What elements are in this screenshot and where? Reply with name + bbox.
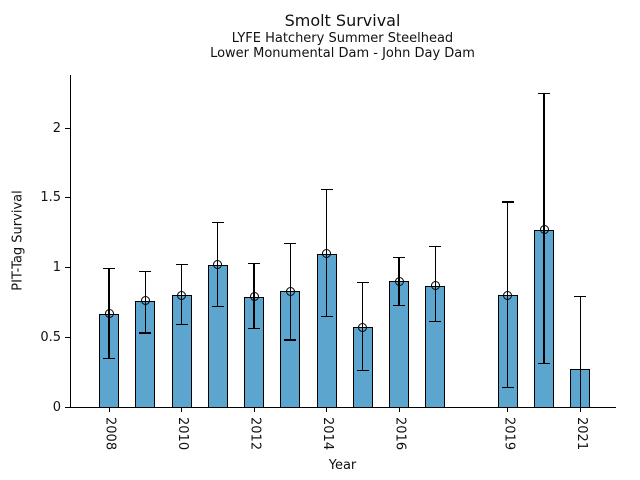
y-tick-mark	[65, 406, 70, 408]
x-tick-mark	[398, 407, 400, 412]
error-cap-bottom-2014	[320, 315, 333, 317]
error-cap-bottom-2017	[429, 321, 442, 323]
x-tick-label: 2012	[247, 417, 263, 451]
error-cap-bottom-2015	[356, 370, 369, 372]
error-cap-top-2021	[574, 296, 587, 298]
y-tick-label: 0.5	[40, 329, 61, 345]
point-marker-2008	[104, 309, 114, 319]
y-tick-label: 0	[52, 399, 61, 415]
y-tick-label: 1.5	[40, 190, 61, 206]
x-tick-label: 2010	[175, 417, 190, 451]
point-marker-2015	[358, 322, 368, 332]
x-tick-mark	[579, 407, 581, 412]
error-bar-2021	[579, 296, 581, 407]
x-axis-label: Year	[328, 458, 357, 473]
error-cap-bottom-2011	[211, 305, 224, 308]
chart-subtitle-1: LYFE Hatchery Summer Steelhead	[231, 31, 454, 46]
point-marker-2009	[140, 296, 150, 306]
error-cap-top-2013	[284, 243, 297, 245]
error-cap-bottom-2019	[501, 386, 514, 389]
point-marker-2019	[503, 290, 513, 300]
plot-area: 0 0.5 1 1.5 2 2008 2010 2012 2014 2016 2019 2021	[40, 75, 616, 450]
error-cap-top-2019	[501, 201, 514, 203]
x-tick-mark	[108, 407, 110, 412]
point-marker-2011	[213, 260, 223, 270]
error-cap-bottom-2020	[538, 363, 550, 365]
x-tick-mark	[507, 407, 509, 412]
error-cap-top-2010	[175, 264, 188, 266]
point-marker-2012	[249, 292, 259, 302]
error-cap-top-2009	[139, 271, 152, 273]
chart-title: Smolt Survival	[284, 11, 401, 30]
x-tick-mark	[181, 407, 182, 412]
y-tick-mark	[65, 197, 70, 199]
error-cap-top-2011	[211, 222, 224, 224]
error-cap-bottom-2016	[393, 304, 405, 306]
error-cap-bottom-2013	[284, 339, 297, 341]
error-cap-top-2020	[538, 92, 550, 94]
point-marker-2010	[177, 290, 186, 300]
error-cap-bottom-2010	[175, 324, 188, 326]
error-cap-bottom-2009	[139, 332, 152, 334]
error-cap-top-2017	[429, 245, 442, 248]
point-marker-2014	[322, 249, 331, 259]
point-marker-2017	[430, 281, 440, 291]
y-tick-mark	[65, 336, 70, 338]
error-cap-top-2016	[393, 257, 405, 259]
y-tick-label: 1	[52, 260, 61, 275]
point-marker-2013	[285, 286, 295, 296]
x-tick-mark	[326, 407, 327, 412]
x-tick-mark	[253, 407, 255, 412]
x-tick-label: 2021	[573, 417, 589, 451]
point-marker-2020	[539, 225, 549, 235]
x-tick-label: 2019	[501, 417, 517, 451]
error-cap-top-2012	[248, 262, 260, 264]
y-tick-label: 2	[52, 120, 61, 136]
point-marker-2016	[394, 276, 404, 286]
chart-subtitle-2: Lower Monumental Dam - John Day Dam	[210, 46, 475, 61]
chart-header: Smolt Survival LYFE Hatchery Summer Stee…	[70, 10, 615, 61]
x-tick-label: 2014	[320, 417, 335, 451]
error-cap-top-2008	[103, 268, 115, 270]
y-tick-mark	[65, 127, 70, 129]
x-tick-label: 2016	[392, 417, 408, 451]
x-tick-label: 2008	[102, 417, 118, 451]
error-cap-bottom-2008	[103, 357, 115, 359]
error-cap-top-2015	[356, 282, 369, 284]
error-cap-bottom-2012	[248, 328, 260, 330]
error-cap-top-2014	[320, 188, 333, 190]
y-tick-mark	[65, 267, 70, 268]
